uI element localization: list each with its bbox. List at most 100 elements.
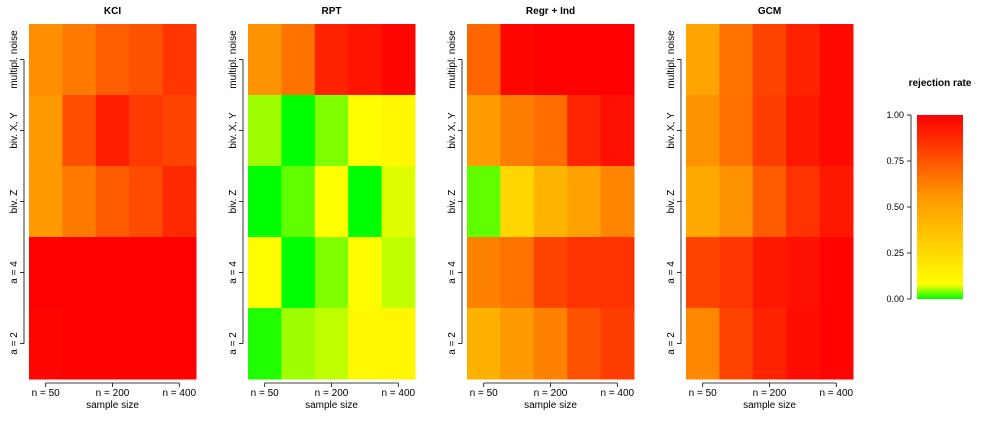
heatmap-cell (162, 237, 197, 309)
heatmap-cell (719, 95, 754, 167)
heatmap-cell (29, 237, 63, 309)
heatmap-cell (752, 308, 787, 380)
heatmap-cell (129, 237, 164, 309)
heatmap-cell (467, 237, 501, 309)
y-tick-label: biv. Z (666, 190, 677, 214)
y-tick-label: a = 2 (447, 332, 458, 355)
heatmap-cell (686, 24, 720, 96)
panel-title: KCI (104, 6, 121, 17)
x-axis-label: sample size (743, 400, 796, 411)
heatmap-cell (95, 308, 130, 380)
panel-title: Regr + Ind (526, 6, 575, 17)
heatmap-cell (719, 166, 754, 238)
heatmap-cell (162, 308, 197, 380)
heatmap-cell (381, 308, 416, 380)
y-tick-label: biv. Z (228, 190, 239, 214)
x-tick-label: n = 50 (251, 388, 280, 399)
heatmap-cell (752, 237, 787, 309)
heatmap-cell (29, 95, 63, 167)
heatmap-panel: GCM multipl. noise biv. X, Y biv. Z a = 4 a =… (666, 6, 854, 411)
heatmap-cell (533, 24, 568, 96)
heatmap-cell (719, 24, 754, 96)
panel-title: GCM (758, 6, 781, 17)
heatmap-cell (95, 95, 130, 167)
heatmap-cell (314, 308, 349, 380)
heatmap-cell (281, 24, 316, 96)
x-tick-label: n = 50 (689, 388, 718, 399)
y-tick-label: a = 2 (9, 332, 20, 355)
heatmap-panel: Regr + Ind multipl. noise biv. X, Y biv. Z a… (447, 6, 635, 411)
heatmap-cell (314, 95, 349, 167)
legend-tick-label: 0.25 (886, 248, 904, 258)
heatmap-cell (129, 95, 164, 167)
heatmap-cell (600, 237, 635, 309)
x-tick-label: n = 200 (534, 388, 568, 399)
heatmap-cell (248, 95, 282, 167)
heatmap-cell (29, 308, 63, 380)
heatmap-cell (819, 237, 854, 309)
heatmap-cell (533, 308, 568, 380)
heatmap-cell (686, 237, 720, 309)
heatmap-cell (786, 166, 821, 238)
legend-title: rejection rate (909, 78, 972, 89)
heatmap-cell (162, 166, 197, 238)
heatmap-cell (95, 166, 130, 238)
heatmap-panels: KCI multipl. noise biv. X, Y biv. Z a = 4 a =… (9, 6, 854, 411)
heatmap-cell (600, 166, 635, 238)
x-tick-label: n = 200 (315, 388, 349, 399)
heatmap-cell (567, 166, 602, 238)
heatmap-cell (348, 308, 383, 380)
heatmap-cell (467, 308, 501, 380)
heatmap-cell (281, 237, 316, 309)
y-tick-label: a = 2 (666, 332, 677, 355)
heatmap-cell (381, 95, 416, 167)
x-tick-label: n = 200 (96, 388, 130, 399)
legend-tick-label: 1.00 (886, 110, 904, 120)
heatmap-cell (95, 24, 130, 96)
heatmap-cell (567, 95, 602, 167)
x-axis-label: sample size (86, 400, 139, 411)
heatmap-cell (819, 95, 854, 167)
x-axis-label: sample size (524, 400, 577, 411)
heatmap-cell (467, 95, 501, 167)
x-axis-label: sample size (305, 400, 358, 411)
heatmap-cell (786, 95, 821, 167)
heatmap-cell (786, 237, 821, 309)
x-tick-label: n = 400 (819, 388, 853, 399)
heatmap-cell (95, 237, 130, 309)
heatmap-cell (686, 166, 720, 238)
legend-tick-label: 0.00 (886, 294, 904, 304)
heatmap-cell (248, 24, 282, 96)
heatmap-cell (314, 166, 349, 238)
y-tick-label: multipl. noise (9, 30, 20, 89)
heatmap-cell (29, 166, 63, 238)
x-tick-label: n = 50 (470, 388, 499, 399)
y-tick-label: a = 4 (447, 261, 458, 284)
y-tick-label: a = 4 (666, 261, 677, 284)
heatmap-cell (381, 237, 416, 309)
heatmap-cell (467, 24, 501, 96)
heatmap-cell (786, 308, 821, 380)
heatmap-cell (62, 308, 97, 380)
legend-ticks: 0.00 0.25 0.50 0.75 1.00 (886, 110, 911, 304)
x-tick-label: n = 400 (600, 388, 634, 399)
heatmap-cell (314, 24, 349, 96)
heatmap-cell (62, 95, 97, 167)
heatmap-panel: RPT multipl. noise biv. X, Y biv. Z a = 4 a =… (228, 6, 416, 411)
heatmap-cell (600, 308, 635, 380)
heatmap-cell (686, 308, 720, 380)
heatmap-cell (348, 95, 383, 167)
legend-tick-label: 0.50 (886, 202, 904, 212)
heatmap-cell (686, 95, 720, 167)
heatmap-panel: KCI multipl. noise biv. X, Y biv. Z a = 4 a =… (9, 6, 197, 411)
y-tick-label: multipl. noise (447, 30, 458, 89)
heatmap-cell (348, 166, 383, 238)
heatmap-cell (248, 237, 282, 309)
heatmap-cell (162, 24, 197, 96)
y-tick-label: biv. X, Y (228, 112, 239, 149)
panel-title: RPT (322, 6, 342, 17)
heatmap-cell (129, 24, 164, 96)
y-tick-label: biv. X, Y (666, 112, 677, 149)
heatmap-cell (62, 166, 97, 238)
